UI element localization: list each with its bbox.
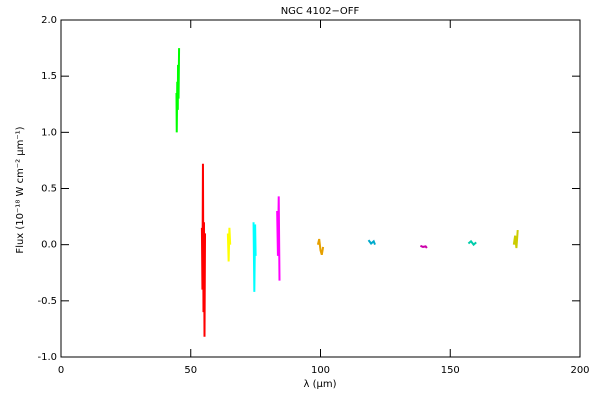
y-tick-label: -1.0 [37, 352, 57, 363]
spectrum-segment [316, 238, 325, 256]
spectrum-segment [467, 239, 477, 247]
spectrum-segment [276, 196, 281, 281]
x-tick-label: 0 [58, 365, 64, 376]
x-tick-label: 50 [184, 365, 197, 376]
x-axis-label: λ (μm) [303, 379, 336, 390]
y-tick-label: 2.0 [41, 15, 57, 26]
x-tick-label: 150 [441, 365, 460, 376]
y-tick-label: 0.0 [41, 240, 57, 251]
y-tick-label: 1.5 [41, 71, 57, 82]
x-tick-label: 100 [311, 365, 330, 376]
spectrum-segment [512, 229, 519, 249]
spectrum-segment [175, 48, 181, 133]
spectrum-segment [367, 239, 376, 246]
x-tick-label: 200 [570, 365, 589, 376]
spectrum-segment [200, 163, 207, 337]
chart-title: NGC 4102−OFF [281, 6, 360, 17]
y-tick-label: 1.0 [41, 127, 57, 138]
y-tick-label: -0.5 [37, 296, 57, 307]
y-axis-label: Flux (10⁻¹⁸ W cm⁻² μm⁻¹) [15, 126, 26, 253]
spectrum-segment [420, 244, 428, 249]
spectrum-segment [226, 227, 232, 262]
y-tick-label: 0.5 [41, 184, 57, 195]
spectrum-segment [252, 222, 257, 292]
